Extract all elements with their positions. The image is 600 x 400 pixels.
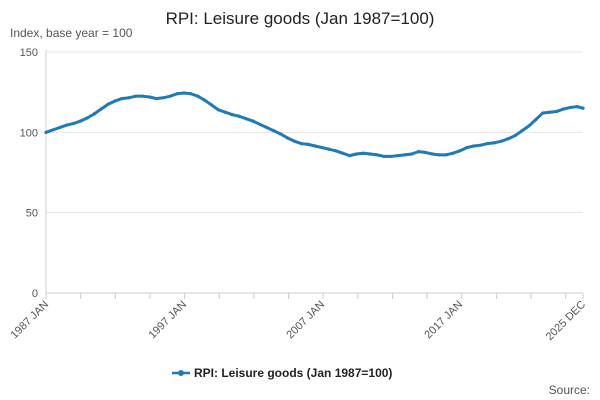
data-point[interactable] xyxy=(451,151,455,155)
data-point[interactable] xyxy=(423,150,428,155)
data-point[interactable] xyxy=(410,152,414,156)
data-point[interactable] xyxy=(472,144,476,148)
data-point[interactable] xyxy=(534,117,538,122)
x-axis: 1987 JAN 1997 JAN 2007 JAN 2017 JAN 2025 DEC xyxy=(8,50,588,343)
y-tick-label-50: 50 xyxy=(26,208,38,220)
data-point[interactable] xyxy=(258,122,262,126)
data-point[interactable] xyxy=(203,98,207,102)
data-point[interactable] xyxy=(265,125,269,130)
y-tick-label-100: 100 xyxy=(20,127,38,139)
legend-label: RPI: Leisure goods (Jan 1987=100) xyxy=(194,366,392,380)
data-point[interactable] xyxy=(485,141,490,146)
y-axis: 0 50 100 150 xyxy=(20,47,38,300)
data-point[interactable] xyxy=(51,128,55,132)
data-point[interactable] xyxy=(216,108,221,112)
data-point[interactable] xyxy=(561,107,566,111)
data-point[interactable] xyxy=(320,145,324,150)
data-point[interactable] xyxy=(251,119,255,123)
data-point[interactable] xyxy=(513,133,517,138)
data-point[interactable] xyxy=(223,110,227,114)
data-point[interactable] xyxy=(403,153,407,157)
data-point[interactable] xyxy=(120,96,124,101)
data-point[interactable] xyxy=(581,106,585,110)
data-point[interactable] xyxy=(375,153,379,157)
data-point[interactable] xyxy=(382,154,386,159)
series-layer xyxy=(44,91,585,159)
chart-subtitle: Index, base year = 100 xyxy=(10,26,133,40)
source-label: Source: xyxy=(549,383,590,397)
x-tick-label: 2017 JAN xyxy=(422,299,465,342)
data-point[interactable] xyxy=(465,145,469,150)
data-point[interactable] xyxy=(416,150,421,154)
data-point[interactable] xyxy=(575,105,579,109)
data-point[interactable] xyxy=(278,132,283,136)
x-tick-label: 2025 DEC xyxy=(544,299,588,343)
data-point[interactable] xyxy=(492,141,497,145)
data-point[interactable] xyxy=(127,96,131,100)
data-point[interactable] xyxy=(182,91,186,95)
data-point[interactable] xyxy=(347,154,352,158)
data-point[interactable] xyxy=(140,94,145,98)
y-tick-label-0: 0 xyxy=(32,288,38,300)
data-point[interactable] xyxy=(554,109,559,114)
data-point[interactable] xyxy=(209,103,214,107)
data-point[interactable] xyxy=(479,143,483,147)
data-point[interactable] xyxy=(85,116,89,120)
data-point[interactable] xyxy=(520,129,524,133)
data-point[interactable] xyxy=(134,94,138,98)
data-point[interactable] xyxy=(527,124,531,128)
data-point[interactable] xyxy=(285,136,290,140)
x-tick-label: 2007 JAN xyxy=(284,299,327,342)
data-point[interactable] xyxy=(272,129,276,133)
data-point[interactable] xyxy=(78,119,83,123)
data-point[interactable] xyxy=(299,141,303,146)
data-point[interactable] xyxy=(354,152,359,156)
data-point[interactable] xyxy=(437,153,441,157)
data-point[interactable] xyxy=(389,154,393,159)
data-point[interactable] xyxy=(306,142,310,146)
x-tick-label: 1987 JAN xyxy=(8,299,51,342)
data-point[interactable] xyxy=(147,95,152,99)
x-tick-label: 1997 JAN xyxy=(146,299,189,342)
data-point[interactable] xyxy=(506,137,510,141)
data-point[interactable] xyxy=(71,121,76,126)
data-point[interactable] xyxy=(44,130,48,134)
data-point[interactable] xyxy=(368,152,372,156)
data-point[interactable] xyxy=(189,92,193,96)
y-tick-label-150: 150 xyxy=(20,47,38,59)
data-point[interactable] xyxy=(65,123,69,127)
legend[interactable]: RPI: Leisure goods (Jan 1987=100) xyxy=(172,366,392,380)
data-point[interactable] xyxy=(175,92,179,96)
data-point[interactable] xyxy=(568,105,572,110)
data-point[interactable] xyxy=(458,149,462,153)
data-point[interactable] xyxy=(499,139,503,143)
data-point[interactable] xyxy=(168,94,172,98)
data-point[interactable] xyxy=(92,112,96,116)
data-point[interactable] xyxy=(58,125,62,130)
data-point[interactable] xyxy=(361,151,365,155)
data-point[interactable] xyxy=(313,144,317,148)
data-point[interactable] xyxy=(196,94,200,98)
data-point[interactable] xyxy=(237,114,241,118)
data-point[interactable] xyxy=(154,96,158,101)
data-point[interactable] xyxy=(99,107,103,111)
gridlines xyxy=(46,51,583,294)
data-point[interactable] xyxy=(106,102,110,106)
data-point[interactable] xyxy=(444,153,448,157)
data-point[interactable] xyxy=(327,147,331,151)
data-point[interactable] xyxy=(334,149,338,153)
data-point[interactable] xyxy=(541,111,545,115)
data-point[interactable] xyxy=(244,117,248,121)
data-point[interactable] xyxy=(161,96,165,100)
data-point[interactable] xyxy=(341,151,345,155)
data-point[interactable] xyxy=(430,152,434,156)
data-point[interactable] xyxy=(113,99,117,103)
chart-title: RPI: Leisure goods (Jan 1987=100) xyxy=(166,9,435,28)
data-point[interactable] xyxy=(292,139,296,143)
data-point[interactable] xyxy=(548,110,552,114)
data-point[interactable] xyxy=(230,113,234,117)
data-point[interactable] xyxy=(396,154,400,158)
legend-marker-dot xyxy=(178,370,184,376)
